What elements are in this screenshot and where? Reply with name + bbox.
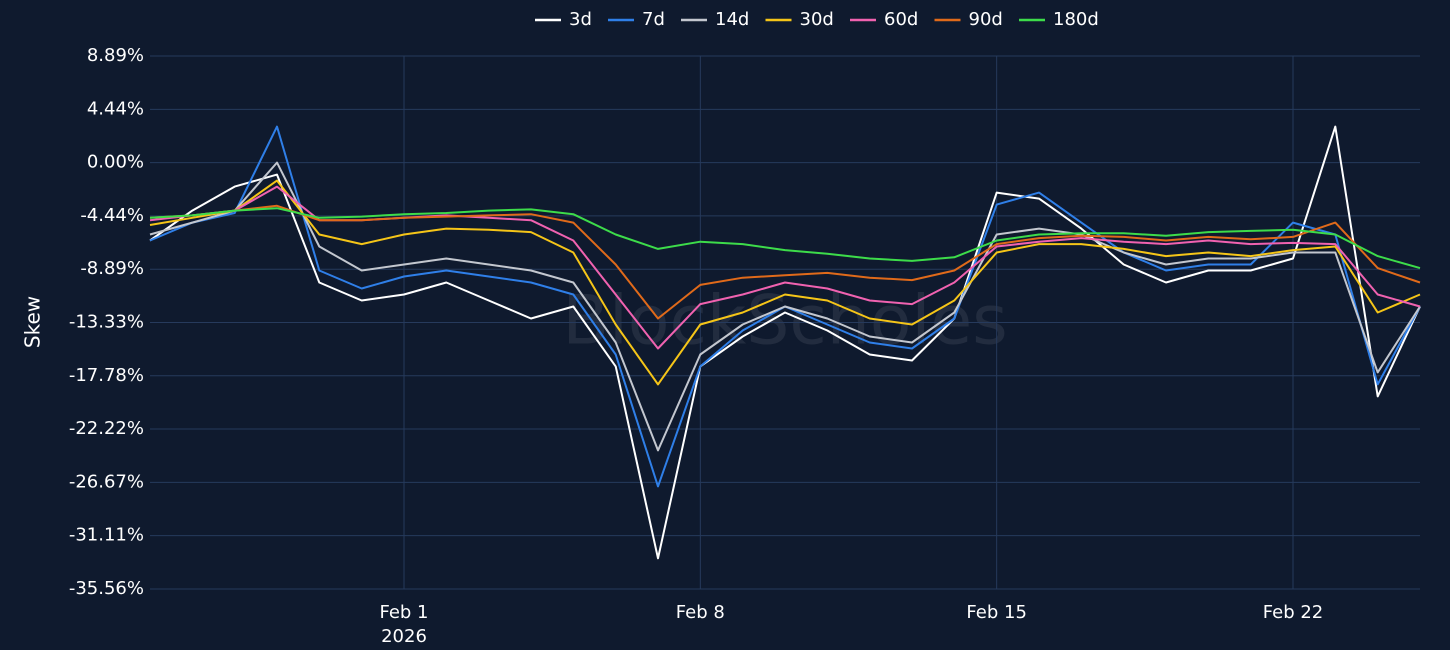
legend-label: 7d [642, 9, 665, 30]
x-tick-label: Feb 15 [966, 602, 1027, 623]
y-tick-label: 0.00% [87, 152, 144, 173]
y-tick-label: -35.56% [69, 578, 144, 599]
series-line [149, 161, 1421, 452]
x-tick-label: Feb 22 [1263, 602, 1324, 623]
legend-label: 14d [715, 9, 749, 30]
y-tick-label: -17.78% [69, 365, 144, 386]
legend-label: 90d [969, 9, 1003, 30]
x-year-label: 2026 [381, 626, 427, 647]
y-tick-label: -8.89% [80, 258, 144, 279]
legend: 3d 7d 14d 30d 60d 90d 180d [535, 9, 1099, 30]
y-tick-label: 8.89% [87, 45, 144, 66]
series-line [149, 204, 1421, 320]
series-line [149, 207, 1421, 270]
x-tick-label: Feb 8 [676, 602, 725, 623]
legend-label: 60d [884, 9, 918, 30]
y-tick-label: -31.11% [69, 525, 144, 546]
y-tick-label: -26.67% [69, 471, 144, 492]
series-line [149, 179, 1421, 386]
legend-label: 180d [1053, 9, 1099, 30]
y-tick-label: 4.44% [87, 98, 144, 119]
y-tick-label: -4.44% [80, 205, 144, 226]
y-tick-label: -13.33% [69, 311, 144, 332]
y-tick-label: -22.22% [69, 418, 144, 439]
series-line [149, 125, 1421, 560]
legend-label: 30d [800, 9, 834, 30]
y-axis-label: Skew [21, 296, 45, 348]
legend-label: 3d [569, 9, 592, 30]
x-tick-label: Feb 1 [379, 602, 428, 623]
